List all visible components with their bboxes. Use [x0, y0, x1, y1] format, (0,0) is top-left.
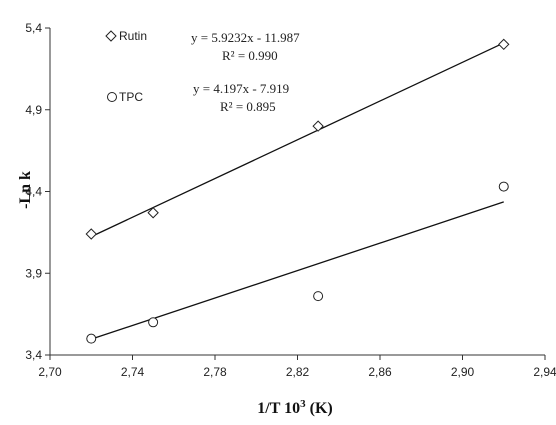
point-tpc — [313, 291, 324, 302]
x-axis-title-unit: (K) — [306, 400, 333, 417]
trendline-tpc — [91, 201, 504, 340]
y-tick-label: 3,4 — [25, 348, 42, 362]
x-axis-title-main: 1/T 10 — [257, 400, 300, 417]
legend-marker-rutin — [105, 30, 117, 42]
axes — [49, 28, 545, 356]
point-tpc — [86, 333, 97, 344]
x-ticks: 2,70 2,74 2,78 2,82 2,86 2,90 2,94 — [38, 355, 556, 379]
point-tpc — [498, 181, 509, 192]
trendlines — [90, 42, 505, 340]
y-tick-label: 4,4 — [25, 185, 42, 199]
x-tick-label: 2,90 — [451, 365, 475, 379]
point-rutin — [498, 38, 510, 51]
legend-label-tpc: TPC — [119, 90, 143, 104]
x-tick-label: 2,74 — [121, 365, 145, 379]
equation-tpc: y = 4.197x - 7.919 — [193, 81, 289, 96]
equation-rutin: y = 5.9232x - 11.987 — [191, 30, 300, 45]
y-tick-label: 4,9 — [25, 103, 42, 117]
r2-rutin: R² = 0.990 — [222, 48, 278, 63]
x-tick-label: 2,86 — [368, 365, 392, 379]
legend-label-rutin: Rutin — [119, 29, 147, 43]
x-tick-label: 2,82 — [286, 365, 310, 379]
point-tpc — [148, 317, 159, 328]
point-rutin — [85, 228, 97, 240]
x-tick-label: 2,94 — [533, 365, 556, 379]
point-rutin — [147, 207, 159, 219]
trendline-rutin — [90, 42, 505, 238]
x-tick-label: 2,70 — [38, 365, 62, 379]
y-tick-label: 5,4 — [25, 21, 42, 35]
x-tick-label: 2,78 — [203, 365, 227, 379]
data-points — [85, 38, 510, 344]
x-axis-title-sup: 3 — [300, 398, 306, 410]
r2-tpc: R² = 0.895 — [220, 99, 276, 114]
legend: Rutin TPC — [105, 29, 147, 104]
x-axis-title: 1/T 103 (K) — [257, 398, 332, 417]
point-rutin — [312, 120, 324, 132]
y-ticks: 3,4 3,9 4,4 4,9 5,4 — [25, 21, 50, 362]
y-axis-title: -Ln k — [17, 171, 34, 209]
y-tick-label: 3,9 — [25, 266, 42, 280]
legend-marker-tpc — [107, 92, 117, 102]
